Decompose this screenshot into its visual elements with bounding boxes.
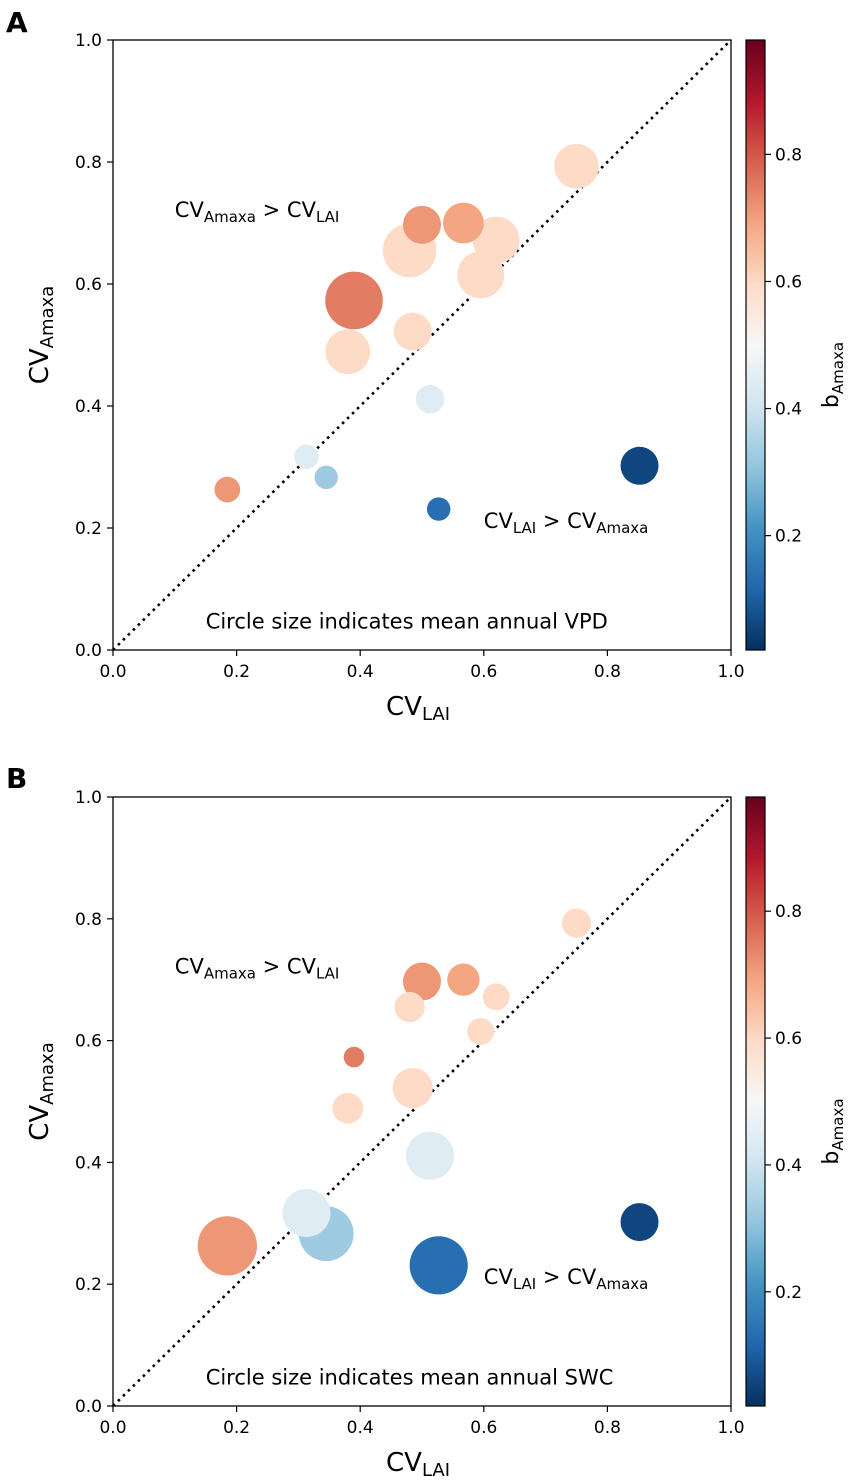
colorbar: [745, 39, 766, 651]
plot-frame: [112, 39, 732, 651]
panel-letter: B: [6, 762, 27, 795]
data-point: [392, 1067, 433, 1109]
x-tick-label: 0.6: [470, 1418, 497, 1438]
y-tick-label: 0.4: [75, 397, 102, 417]
data-point: [325, 271, 383, 330]
colorbar: [745, 796, 766, 1407]
data-point: [197, 1216, 257, 1276]
colorbar-tick-label: 0.4: [775, 400, 802, 420]
x-tick-label: 0.2: [223, 1418, 250, 1438]
y-axis-title: CVAmaxa: [25, 1042, 58, 1141]
x-tick-label: 0.0: [99, 662, 126, 682]
colorbar-title: bAmaxa: [819, 1098, 847, 1164]
y-tick-label: 0.0: [75, 1397, 102, 1417]
y-tick-label: 0.2: [75, 1275, 102, 1295]
y-tick-label: 1.0: [75, 788, 102, 808]
annotation-1: CVAmaxa > CVLAI: [175, 955, 340, 983]
y-tick-label: 0.6: [75, 1032, 102, 1052]
x-tick-label: 0.0: [99, 1418, 126, 1438]
data-point: [554, 143, 599, 189]
data-point: [405, 1131, 455, 1180]
x-tick-label: 0.8: [594, 662, 621, 682]
x-tick-label: 0.4: [347, 662, 374, 682]
plot-frame: [112, 796, 732, 1407]
data-point: [325, 329, 371, 375]
data-point: [409, 1236, 468, 1295]
data-point: [447, 963, 480, 996]
data-point: [403, 205, 441, 244]
one-to-one-line: [112, 796, 732, 1407]
x-tick-label: 0.2: [223, 662, 250, 682]
x-axis-title: CVLAI: [386, 692, 450, 725]
y-tick-label: 1.0: [75, 31, 102, 51]
colorbar-tick-label: 0.4: [775, 1156, 802, 1176]
annotation-2: CVLAI > CVAmaxa: [484, 509, 649, 537]
data-point: [620, 1203, 659, 1242]
x-axis-title: CVLAI: [386, 1448, 450, 1481]
data-point: [443, 202, 484, 244]
y-tick-label: 0.8: [75, 910, 102, 930]
colorbar-title: bAmaxa: [819, 342, 847, 408]
x-tick-label: 1.0: [717, 1418, 744, 1438]
data-point: [403, 962, 441, 1001]
data-point: [393, 312, 432, 351]
data-point: [343, 1046, 365, 1068]
colorbar-tick-label: 0.2: [775, 1283, 802, 1303]
colorbar-tick-label: 0.2: [775, 527, 802, 547]
data-point: [482, 983, 510, 1011]
y-tick-label: 0.6: [75, 275, 102, 295]
colorbar-tick-label: 0.8: [775, 145, 802, 165]
y-tick-label: 0.2: [75, 519, 102, 539]
annotation-2: CVLAI > CVAmaxa: [484, 1265, 649, 1293]
y-axis-title: CVAmaxa: [25, 286, 58, 385]
panel-letter: A: [6, 6, 28, 39]
data-point: [394, 992, 425, 1023]
x-tick-label: 0.8: [594, 1418, 621, 1438]
y-tick-label: 0.0: [75, 641, 102, 661]
panel-a: A 0.0 0.2 0.4 0.6 0.8 1.0 0.0 0.2 0.4 0.6 0.8 1.0 CVL…: [6, 6, 847, 725]
annotation-3: Circle size indicates mean annual SWC: [206, 1366, 614, 1390]
data-point: [294, 444, 319, 469]
data-point: [620, 446, 659, 485]
annotation-3: Circle size indicates mean annual VPD: [206, 610, 608, 634]
annotation-1: CVAmaxa > CVLAI: [175, 198, 340, 226]
y-tick-label: 0.4: [75, 1153, 102, 1173]
y-tick-label: 0.8: [75, 153, 102, 173]
data-point: [314, 465, 338, 490]
data-point: [332, 1092, 364, 1124]
data-point: [426, 497, 451, 521]
data-point: [467, 1018, 495, 1045]
data-point: [214, 476, 241, 503]
data-point: [415, 385, 445, 414]
data-point: [457, 251, 505, 299]
data-point: [282, 1188, 331, 1237]
x-tick-label: 0.4: [347, 1418, 374, 1438]
x-tick-label: 1.0: [717, 662, 744, 682]
colorbar-tick-label: 0.8: [775, 902, 802, 922]
data-point: [561, 908, 592, 938]
colorbar-tick-label: 0.6: [775, 1029, 802, 1049]
x-tick-label: 0.6: [470, 662, 497, 682]
colorbar-tick-label: 0.6: [775, 272, 802, 292]
panel-b: B 0.0 0.2 0.4 0.6 0.8 1.0 0.0 0.2 0.4 0.6 0.8 1.0 CVL…: [6, 762, 847, 1481]
